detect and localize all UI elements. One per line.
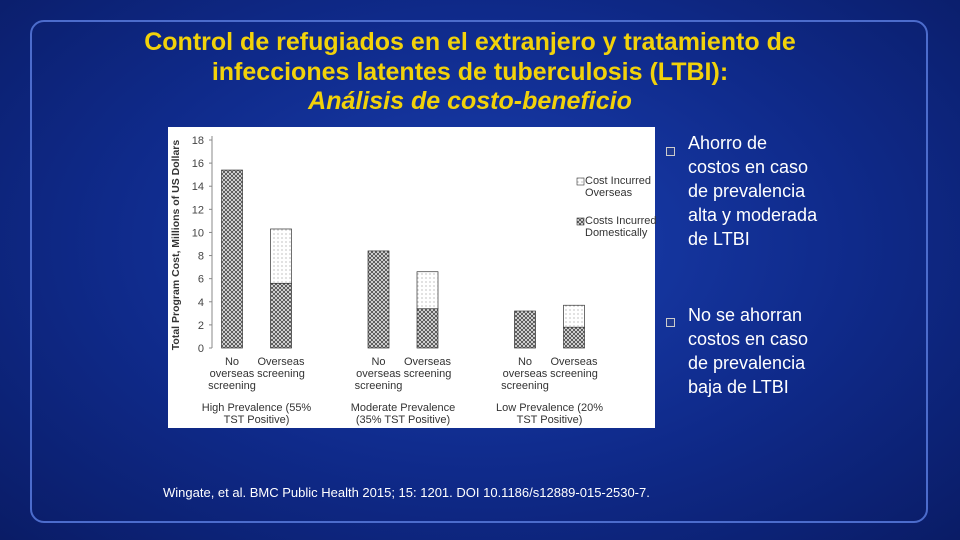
y-tick-label: 16 (192, 158, 204, 170)
y-tick-label: 0 (198, 343, 204, 355)
x-tick-label: Overseas screening (550, 356, 598, 380)
bar-segment (367, 250, 390, 349)
bar-segment (416, 271, 439, 310)
x-tick-label: No overseas screening (501, 356, 549, 392)
x-tick-label: Overseas screening (403, 356, 452, 380)
y-tick-label: 8 (198, 251, 204, 263)
frame (30, 20, 928, 523)
bar-segment (270, 228, 292, 284)
bar-segment (221, 169, 243, 349)
y-tick-label: 10 (192, 227, 204, 239)
bar-segment (563, 326, 585, 349)
title: infecciones latentes de tuberculosis (LT… (211, 58, 729, 86)
y-tick-label: 12 (192, 204, 204, 216)
legend-swatch (576, 217, 585, 226)
y-tick-label: 14 (192, 181, 204, 193)
legend-label: Cost Incurred Overseas (585, 175, 652, 199)
y-tick-label: 2 (198, 320, 204, 332)
bar-segment (563, 304, 585, 328)
y-tick-label: 18 (192, 135, 204, 147)
legend-label: Costs Incurred Domestically (585, 215, 657, 239)
bar-segment (416, 308, 439, 349)
y-tick-label: 4 (198, 297, 204, 309)
group-label: Low Prevalence (20% TST Positive) (495, 402, 603, 426)
citation: Wingate, et al. BMC Public Health 2015; … (163, 485, 650, 500)
chart-area (168, 127, 655, 428)
group-label: Moderate Prevalence (35% TST Positive) (350, 402, 456, 426)
title: Control de refugiados en el extranjero y… (144, 28, 796, 56)
y-axis-label: Total Program Cost, Millions of US Dolla… (170, 140, 182, 351)
legend-swatch (576, 177, 585, 186)
x-tick-label: Overseas screening (257, 356, 305, 380)
x-tick-label: No overseas screening (354, 356, 403, 392)
bullet-icon (666, 318, 675, 327)
bullet-icon (666, 147, 675, 156)
y-tick-label: 6 (198, 274, 204, 286)
bar-segment (514, 310, 536, 349)
group-label: High Prevalence (55% TST Positive) (201, 402, 312, 426)
bullet: No se ahorran costos en caso de prevalen… (688, 305, 809, 397)
title: Análisis de costo-beneficio (308, 87, 632, 115)
x-tick-label: No overseas screening (208, 356, 256, 392)
bar-segment (270, 282, 292, 349)
bullet: Ahorro de costos en caso de prevalencia … (688, 133, 818, 249)
